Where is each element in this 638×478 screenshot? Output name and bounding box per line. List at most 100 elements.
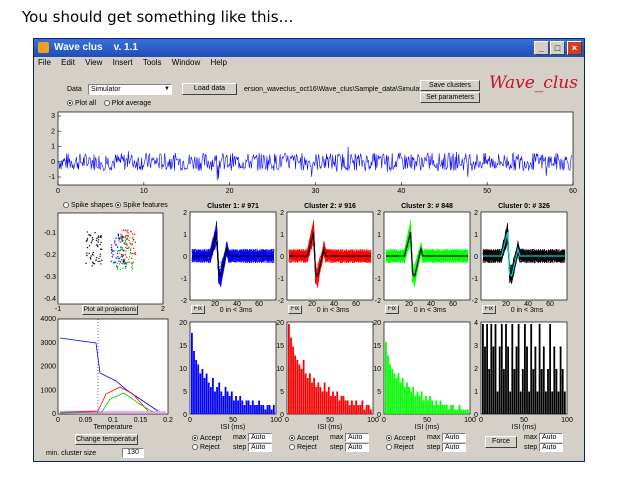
feature-point [124, 236, 127, 239]
menu-tools[interactable]: Tools [142, 58, 162, 67]
step-label: step [524, 444, 538, 451]
isi-bar [233, 400, 235, 414]
fix-button[interactable]: Fix [288, 305, 302, 314]
feature-point [126, 256, 128, 258]
reject-radio[interactable]: Reject [289, 444, 317, 451]
isi-bar [496, 391, 499, 414]
max-field[interactable]: Auto [248, 433, 272, 442]
feature-point [118, 257, 120, 260]
reject-radio[interactable]: Reject [386, 444, 414, 451]
temperature-xlabel: Temperature [93, 424, 132, 431]
plot-all-projections-button[interactable]: Plot all projections [82, 305, 138, 315]
fix-button[interactable]: Fix [385, 305, 399, 314]
spike-y-tick: 2 [183, 210, 187, 217]
isi-bar [292, 346, 294, 414]
max-field[interactable]: Auto [345, 433, 369, 442]
temperature-x-tick: 0 [56, 417, 60, 424]
minimize-button[interactable]: _ [534, 41, 549, 55]
plot-all-radio[interactable]: Plot all [67, 100, 96, 107]
isi-xlabel: ISI (ms) [415, 424, 440, 431]
max-field[interactable]: Auto [442, 433, 466, 442]
feature-point [123, 242, 126, 244]
feature-point [92, 261, 94, 263]
menu-insert[interactable]: Insert [112, 58, 133, 67]
max-field[interactable]: Auto [539, 433, 563, 442]
feature-point [114, 240, 116, 242]
change-temperature-button[interactable]: Change temperature [75, 434, 138, 445]
step-field[interactable]: Auto [442, 443, 466, 452]
feature-point [120, 233, 122, 236]
menu-window[interactable]: Window [171, 58, 201, 67]
close-button[interactable]: × [567, 41, 582, 55]
step-field[interactable]: Auto [539, 443, 563, 452]
spike-x-tick: 40 [427, 301, 435, 308]
isi-bar [420, 391, 423, 414]
feature-point [131, 252, 134, 255]
isi-bar [332, 391, 334, 414]
accept-radio[interactable]: Accept [289, 435, 318, 442]
data-select[interactable]: Simulator ▼ [88, 84, 172, 95]
feature-point [123, 263, 125, 265]
spike-shapes-radio[interactable]: Spike shapes [63, 202, 113, 209]
load-data-button[interactable]: Load data [182, 83, 237, 95]
isi-bar [466, 409, 469, 414]
isi-bar [220, 391, 223, 414]
isi-bar [218, 382, 221, 414]
isi-y-tick: 20 [179, 320, 187, 327]
feature-point [97, 236, 100, 239]
isi-bar [490, 324, 493, 414]
isi-bar [454, 409, 457, 414]
step-field[interactable]: Auto [248, 443, 272, 452]
menu-edit[interactable]: Edit [61, 58, 75, 67]
isi-bar [498, 346, 501, 414]
isi-y-tick: 20 [373, 320, 381, 327]
isi-bar [505, 324, 507, 414]
isi-xlabel: ISI (ms) [221, 424, 246, 431]
feature-point [96, 237, 98, 240]
set-parameters-button[interactable]: Set parameters [420, 92, 480, 103]
isi-bar [258, 400, 260, 414]
fix-button[interactable]: Fix [482, 305, 496, 314]
isi-bar [441, 405, 444, 414]
feature-point [128, 261, 130, 263]
feature-point [97, 260, 99, 263]
feature-point [111, 256, 113, 258]
feature-point [99, 260, 101, 262]
feature-point [129, 243, 132, 245]
menu-view[interactable]: View [85, 58, 103, 67]
spike-features-radio[interactable]: Spike features [114, 202, 168, 209]
menu-file[interactable]: File [38, 58, 51, 67]
min-cluster-size-field[interactable]: 130 [122, 448, 144, 458]
save-clusters-button[interactable]: Save clusters [420, 80, 480, 91]
isi-x-tick: 0 [382, 417, 386, 424]
isi-bar [353, 405, 355, 414]
isi-bar [403, 387, 406, 414]
isi-bar [391, 369, 394, 414]
feature-point [95, 244, 98, 246]
feature-point [95, 256, 98, 259]
feature-point [86, 231, 88, 233]
feature-point [127, 229, 129, 231]
maximize-button[interactable]: □ [550, 41, 565, 55]
feature-point [86, 254, 88, 257]
feature-x-tick: -1 [55, 306, 61, 313]
feature-point [130, 230, 132, 233]
isi-bar [395, 378, 398, 414]
feature-point [86, 246, 89, 249]
step-field[interactable]: Auto [345, 443, 369, 452]
accept-radio[interactable]: Accept [386, 435, 415, 442]
feature-point [132, 247, 135, 250]
temperature-x-tick: 0.1 [108, 417, 118, 424]
isi-bar [346, 400, 349, 414]
force-button[interactable]: Force [485, 436, 517, 448]
plot-average-radio[interactable]: Plot average [103, 100, 151, 107]
isi-y-tick: 15 [179, 343, 187, 350]
reject-radio[interactable]: Reject [192, 444, 220, 451]
feature-point [123, 260, 125, 262]
isi-y-tick: 15 [373, 343, 381, 350]
accept-radio[interactable]: Accept [192, 435, 221, 442]
fix-button[interactable]: Fix [191, 305, 205, 314]
isi-bar [540, 369, 543, 414]
isi-bar [406, 382, 408, 414]
menu-help[interactable]: Help [210, 58, 227, 67]
